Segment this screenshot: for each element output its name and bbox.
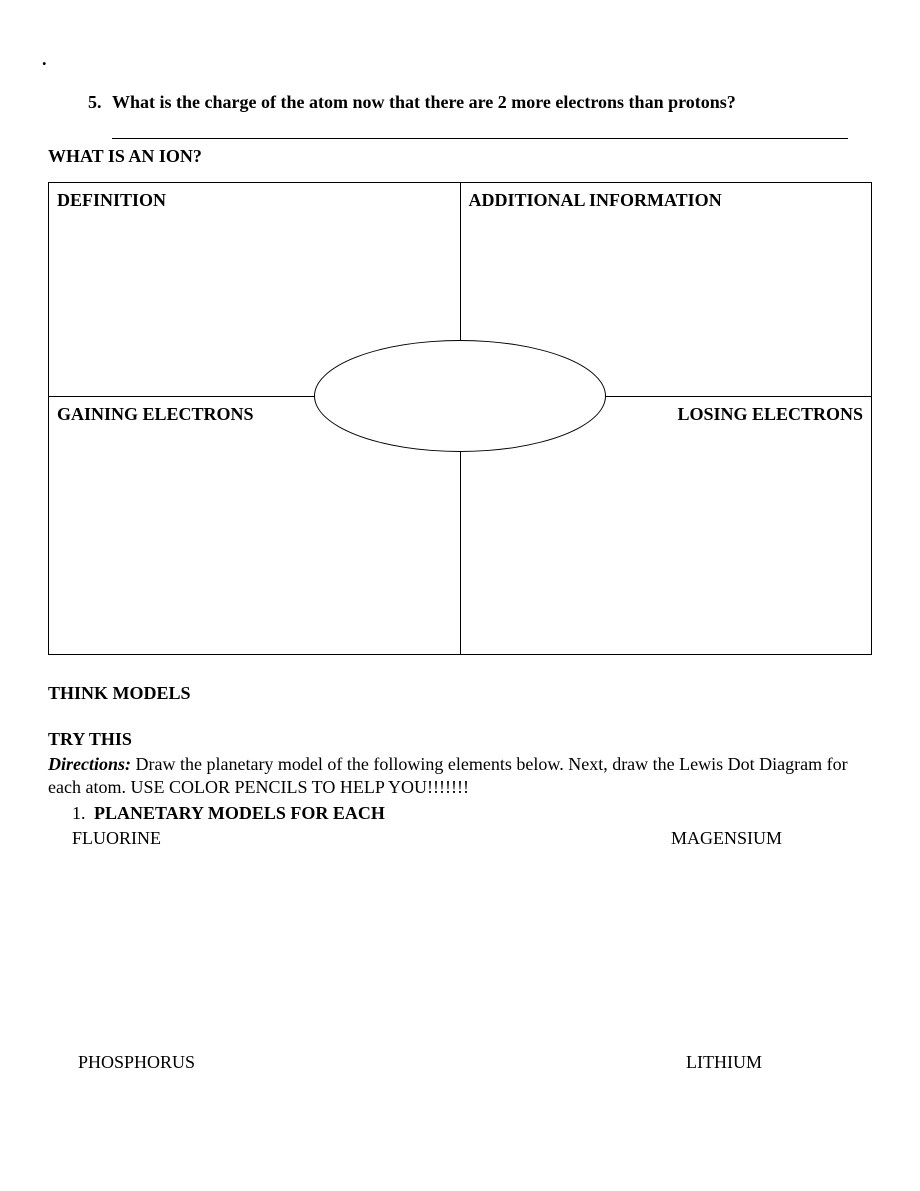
planetary-models-title: PLANETARY MODELS FOR EACH [94, 802, 385, 825]
planetary-models-line: 1. PLANETARY MODELS FOR EACH [72, 802, 872, 825]
element-magnesium: MAGENSIUM [671, 827, 782, 850]
directions: Directions: Draw the planetary model of … [48, 753, 872, 800]
elements-row-2: PHOSPHORUS LITHIUM [78, 1051, 872, 1074]
question-5: 5. What is the charge of the atom now th… [88, 91, 872, 114]
elements-row-1: FLUORINE MAGENSIUM [72, 827, 872, 850]
directions-label: Directions: [48, 754, 131, 774]
question-text: What is the charge of the atom now that … [112, 91, 736, 114]
heading-think-models: THINK MODELS [48, 682, 872, 705]
heading-try-this: TRY THIS [48, 728, 872, 751]
question-number: 5. [88, 91, 112, 114]
element-lithium: LITHIUM [686, 1051, 762, 1074]
frayer-model: DEFINITION ADDITIONAL INFORMATION GAININ… [48, 182, 872, 654]
directions-text: Draw the planetary model of the followin… [48, 754, 848, 797]
leading-dot: . [42, 48, 872, 71]
list-number-1: 1. [72, 802, 94, 825]
frayer-center-ellipse [314, 340, 606, 452]
answer-fill-line [112, 119, 848, 139]
element-fluorine: FLUORINE [72, 827, 161, 850]
section-heading-what-is-an-ion: WHAT IS AN ION? [48, 145, 872, 168]
element-phosphorus: PHOSPHORUS [78, 1051, 195, 1074]
